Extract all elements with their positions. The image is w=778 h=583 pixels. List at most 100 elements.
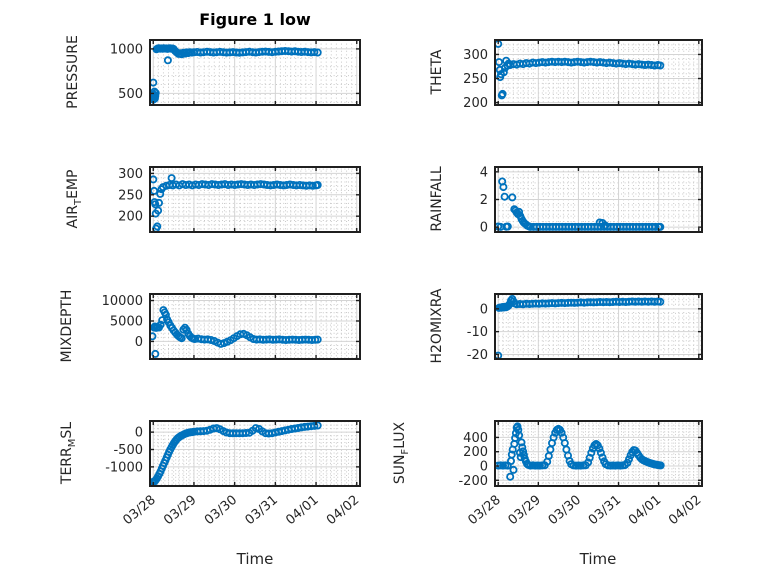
data-markers-pressure	[150, 44, 322, 104]
tick-marks	[495, 294, 702, 359]
tick-marks	[150, 294, 360, 359]
axes-box	[149, 39, 361, 106]
svg-text:04/02: 04/02	[666, 493, 704, 529]
y-tick-labels: -1000 -500 0	[105, 426, 143, 476]
svg-text:-200: -200	[458, 474, 488, 489]
data-markers-air-temp	[150, 174, 322, 232]
ylabel-part: SL	[59, 421, 75, 439]
svg-text:400: 400	[463, 431, 488, 446]
tick-marks	[495, 167, 702, 232]
ylabel-part: H2OMIXRA	[429, 288, 445, 364]
x-tick-labels: 03/28 03/29 03/30 03/31 04/01 04/02	[465, 493, 704, 529]
svg-text:03/29: 03/29	[506, 493, 544, 529]
ylabel-part: F	[400, 448, 411, 455]
subplot-theta: 200 250 300	[463, 39, 703, 111]
ylabel-part: EMP	[65, 169, 81, 199]
tick-marks	[495, 421, 702, 486]
data-markers-h2omixra	[495, 294, 665, 359]
svg-text:04/02: 04/02	[324, 493, 362, 529]
data-markers-theta	[495, 40, 665, 100]
minor-grid	[495, 39, 702, 105]
svg-text:4: 4	[480, 165, 488, 180]
axes-box	[494, 293, 703, 360]
minor-grid	[150, 294, 360, 359]
svg-text:-1000: -1000	[105, 460, 143, 475]
svg-text:0: 0	[135, 426, 143, 441]
svg-text:0: 0	[480, 302, 488, 317]
svg-text:-10: -10	[467, 325, 488, 340]
svg-text:03/31: 03/31	[586, 493, 624, 529]
svg-text:250: 250	[463, 72, 488, 87]
ylabel-part: MIXDEPTH	[59, 289, 75, 363]
figure-title: Figure 1 low	[199, 10, 311, 29]
ylabel-part: LUX	[392, 421, 408, 449]
svg-text:300: 300	[118, 167, 143, 182]
subplot-pressure: 500 1000	[110, 39, 361, 106]
svg-text:04/01: 04/01	[626, 493, 664, 529]
axes-box	[149, 166, 361, 233]
tick-marks	[150, 167, 360, 232]
tick-marks	[495, 40, 702, 105]
tick-marks	[150, 40, 360, 105]
svg-text:-500: -500	[113, 443, 143, 458]
ylabel-part: THETA	[429, 49, 445, 95]
svg-text:250: 250	[118, 188, 143, 203]
svg-text:0: 0	[480, 221, 488, 236]
svg-text:200: 200	[118, 210, 143, 225]
y-tick-labels: 0 2 4	[480, 165, 488, 235]
svg-text:0: 0	[480, 460, 488, 475]
axes-box	[149, 420, 361, 487]
subplot-rainfall: 0 2 4	[480, 165, 703, 236]
svg-text:300: 300	[463, 48, 488, 63]
y-tick-labels: 500 1000	[110, 42, 143, 102]
ylabel-part: PRESSURE	[65, 35, 81, 109]
ylabel-part: SUN	[392, 454, 408, 485]
data-markers-rainfall	[495, 177, 665, 231]
ylabel-part: TERR	[59, 447, 75, 485]
axes-box	[494, 39, 703, 106]
data-markers-mixdepth	[150, 306, 322, 358]
svg-text:10000: 10000	[102, 294, 143, 309]
major-grid	[495, 40, 702, 105]
svg-text:03/29: 03/29	[161, 493, 199, 529]
y-tick-labels: 0 5000 10000	[102, 294, 143, 350]
y-tick-labels: 200 250 300	[463, 48, 488, 111]
svg-text:1000: 1000	[110, 42, 143, 57]
subplot-air-temp: 200 250 300	[118, 166, 361, 233]
ylabel-part: M	[67, 438, 78, 448]
svg-text:04/01: 04/01	[283, 493, 321, 529]
axes-box	[494, 420, 703, 487]
y-tick-labels: 200 250 300	[118, 167, 143, 225]
svg-text:5000: 5000	[110, 314, 143, 329]
ylabel-part: T	[73, 198, 84, 206]
tick-marks	[150, 421, 360, 486]
x-axis-title-right: Time	[579, 550, 617, 568]
svg-text:03/28: 03/28	[120, 493, 158, 529]
svg-text:200: 200	[463, 96, 488, 111]
svg-text:2: 2	[480, 193, 488, 208]
ylabel-part: RAINFALL	[429, 166, 445, 232]
svg-text:03/28: 03/28	[465, 493, 503, 529]
subplot-mixdepth: 0 5000 10000	[102, 293, 361, 360]
x-axis-title-left: Time	[236, 550, 274, 568]
ylabel-part: AIR	[65, 205, 81, 229]
svg-text:0: 0	[135, 335, 143, 350]
ylabel-terr-msl: TERRMSL	[58, 373, 78, 533]
ylabel-h2omixra: H2OMIXRA	[428, 246, 446, 406]
svg-text:03/30: 03/30	[202, 493, 240, 529]
data-markers-terr-msl	[150, 421, 322, 486]
axes-box	[149, 293, 361, 360]
svg-text:500: 500	[118, 87, 143, 102]
data-markers-sun-flux	[495, 422, 665, 481]
svg-text:200: 200	[463, 445, 488, 460]
svg-text:03/31: 03/31	[243, 493, 281, 529]
svg-text:-20: -20	[467, 348, 488, 363]
ylabel-sun-flux: SUNFLUX	[391, 373, 411, 533]
subplot-h2omixra: -20 -10 0	[467, 293, 703, 363]
subplot-terr-msl: -1000 -500 0 03/28 03/29 03/30 03/31 04/01 04/02	[105, 420, 362, 529]
y-tick-labels: -20 -10 0	[467, 302, 488, 363]
